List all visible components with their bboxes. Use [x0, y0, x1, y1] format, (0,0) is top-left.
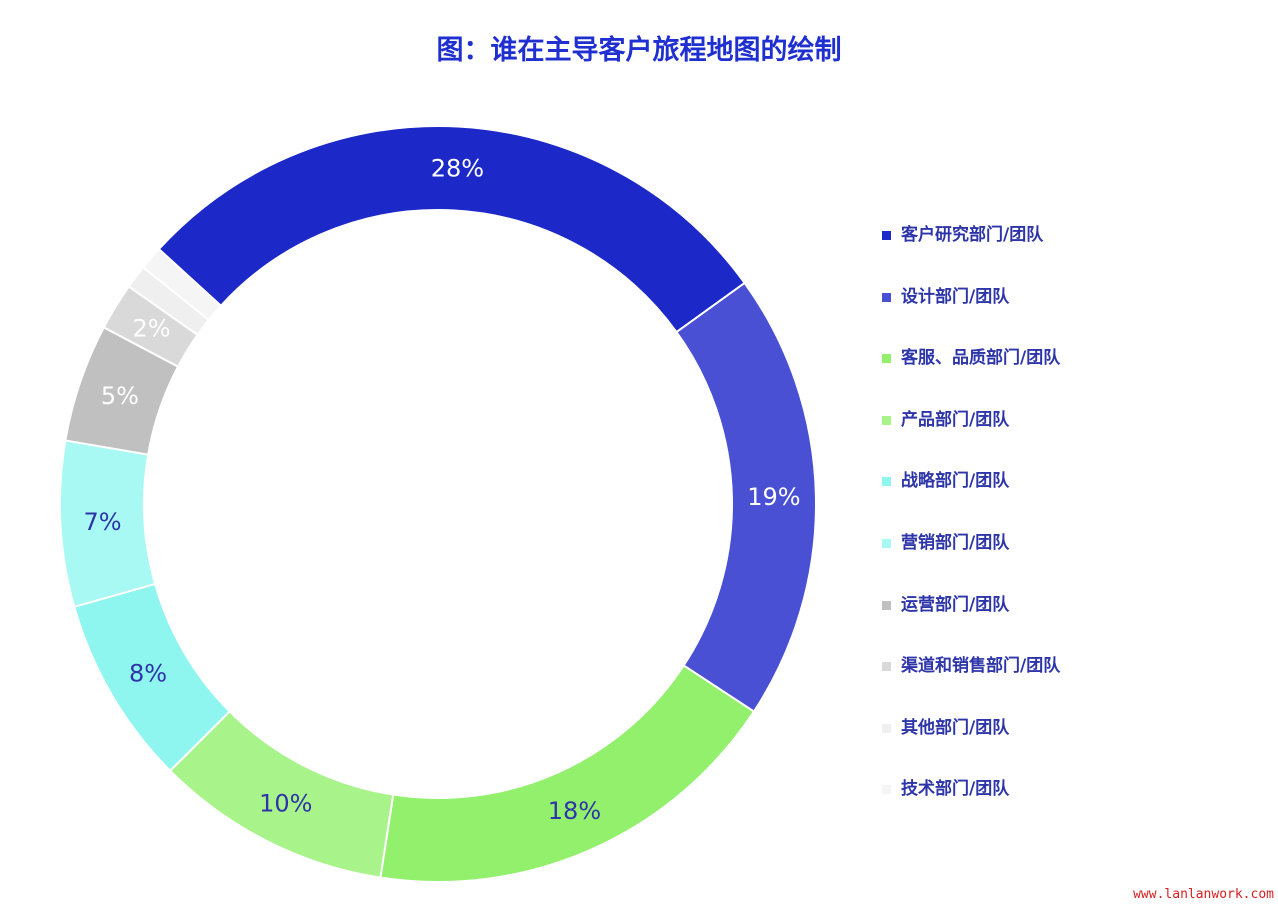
data-label: 19%	[747, 483, 800, 511]
legend-swatch	[882, 231, 891, 240]
donut-slice	[141, 247, 223, 322]
legend-swatch	[882, 477, 891, 487]
legend-swatch	[882, 785, 891, 795]
legend-swatch	[882, 415, 891, 425]
legend-item: 其他部门/团队	[882, 715, 1060, 777]
legend-swatch	[882, 538, 891, 548]
legend-label: 渠道和销售部门/团队	[901, 656, 1061, 677]
legend-swatch	[882, 354, 891, 364]
data-label: 18%	[548, 797, 601, 825]
data-label: 7%	[83, 508, 121, 536]
data-label: 10%	[259, 790, 312, 818]
data-label: 2%	[132, 314, 170, 342]
legend-item: 客服、品质部门/团队	[882, 345, 1060, 407]
legend-item: 设计部门/团队	[882, 284, 1060, 346]
legend-label: 技术部门/团队	[901, 779, 1010, 800]
watermark: www.lanlanwork.com	[1133, 887, 1274, 902]
legend-label: 其他部门/团队	[901, 717, 1010, 738]
donut-slice	[379, 664, 756, 883]
data-label: 5%	[101, 382, 139, 410]
legend-label: 客服、品质部门/团队	[901, 348, 1061, 369]
legend-label: 运营部门/团队	[901, 594, 1010, 615]
legend: 客户研究部门/团队 设计部门/团队客服、品质部门/团队 产品部门/团队 战略部门/团队…	[882, 222, 1060, 838]
legend-label: 战略部门/团队	[901, 471, 1010, 492]
legend-item: 产品部门/团队	[882, 407, 1060, 469]
legend-item: 战略部门/团队	[882, 468, 1060, 530]
legend-item: 营销部门/团队	[882, 530, 1060, 592]
legend-label: 设计部门/团队	[901, 286, 1010, 307]
legend-label: 客户研究部门/团队	[901, 225, 1044, 245]
legend-item: 运营部门/团队	[882, 592, 1060, 654]
legend-swatch	[882, 292, 891, 302]
legend-item: 技术部门/团队	[882, 776, 1060, 838]
legend-item: 渠道和销售部门/团队	[882, 653, 1060, 715]
legend-swatch	[882, 723, 891, 733]
chart-title: 图：谁在主导客户旅程地图的绘制	[436, 35, 842, 66]
legend-swatch	[882, 600, 891, 610]
donut-chart: 28% 19% 18% 10% 8% 7% 5% 2%	[59, 125, 817, 883]
data-label: 28%	[431, 155, 484, 183]
donut-slice	[157, 125, 747, 334]
legend-label: 营销部门/团队	[901, 532, 1010, 553]
legend-item: 客户研究部门/团队	[882, 222, 1060, 284]
data-label: 8%	[129, 660, 167, 688]
legend-swatch	[882, 662, 891, 672]
legend-label: 产品部门/团队	[901, 409, 1010, 430]
